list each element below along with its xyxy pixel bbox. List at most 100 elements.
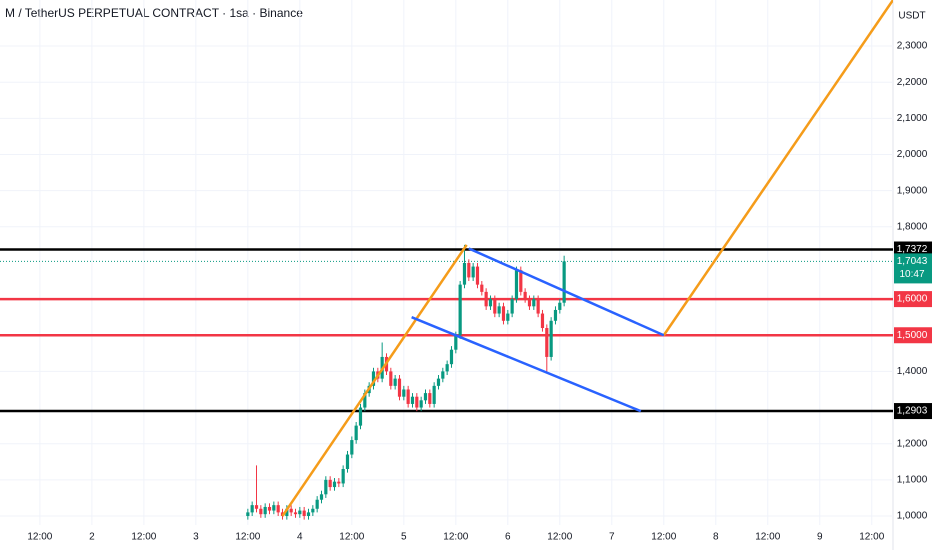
countdown-label: 10:47	[899, 269, 924, 280]
level-label-box	[894, 291, 932, 308]
candle-body	[523, 291, 527, 300]
level-label: 1,2903	[897, 406, 928, 417]
x-tick-label: 12:00	[235, 532, 260, 543]
candle-body	[527, 299, 532, 307]
candle-body	[423, 393, 428, 401]
x-tick-label: 9	[817, 532, 823, 543]
candle-body	[415, 396, 419, 408]
candle-body	[246, 512, 250, 516]
y-tick-label: 2,1000	[897, 113, 928, 124]
x-tick-label: 12:00	[755, 532, 780, 543]
candle-body	[562, 261, 566, 303]
chart-title: M / TetherUS PERPETUAL CONTRACT · 1sa · …	[5, 6, 303, 20]
candle-body	[436, 378, 441, 386]
y-tick-label: 1,2000	[897, 438, 928, 449]
trend-line	[411, 316, 642, 413]
y-tick-label: 1,8000	[897, 221, 928, 232]
candle-body	[298, 510, 302, 515]
x-tick-label: 5	[401, 532, 407, 543]
candle-body	[497, 306, 501, 314]
candle-body	[558, 302, 562, 310]
candle-body	[514, 270, 519, 300]
y-tick-label: 1,9000	[897, 185, 928, 196]
candle-body	[441, 371, 445, 379]
candle-body	[263, 506, 267, 515]
candle-body	[428, 393, 432, 404]
candle-body	[350, 440, 354, 455]
candle-body	[458, 284, 462, 336]
candle-body	[501, 306, 506, 321]
candle-body	[432, 385, 436, 404]
candle-body	[306, 512, 311, 516]
x-tick-label: 12:00	[651, 532, 676, 543]
candle-body	[467, 262, 471, 278]
y-tick-label: 1,4000	[897, 366, 928, 377]
candle-body	[406, 389, 410, 404]
candle-body	[553, 309, 558, 321]
candle-body	[389, 371, 393, 386]
candle-body	[545, 328, 549, 357]
x-tick-label: 12:00	[547, 532, 572, 543]
candle-body	[410, 396, 415, 404]
y-tick-label: 1,1000	[897, 474, 928, 485]
candle-body	[445, 364, 449, 372]
candle-body	[259, 508, 263, 515]
candle-body	[488, 299, 493, 307]
candle-body	[371, 371, 376, 386]
currency-label: USDT	[898, 11, 925, 22]
candle-body	[311, 508, 315, 513]
candle-body	[345, 454, 350, 470]
candle-body	[254, 505, 259, 509]
trend-line	[281, 244, 468, 517]
candle-body	[510, 299, 514, 314]
last-price-box	[894, 253, 932, 284]
candle-body	[341, 469, 345, 484]
level-label-box	[894, 327, 932, 344]
candle-body	[402, 389, 406, 397]
last-price-label: 1,7043	[897, 256, 928, 267]
candle-body	[506, 313, 510, 321]
x-tick-label: 3	[193, 532, 199, 543]
x-tick-label: 12:00	[131, 532, 156, 543]
x-tick-label: 2	[89, 532, 95, 543]
level-label-box	[894, 403, 932, 420]
candle-body	[493, 299, 497, 314]
candle-body	[480, 284, 484, 292]
y-tick-label: 2,3000	[897, 41, 928, 52]
x-tick-label: 12:00	[443, 532, 468, 543]
candle-body	[462, 262, 467, 285]
candle-body	[285, 508, 289, 516]
x-tick-label: 6	[505, 532, 511, 543]
candle-body	[484, 291, 488, 307]
candle-body	[475, 266, 480, 285]
candle-body	[449, 349, 454, 365]
level-label: 1,6000	[897, 294, 928, 305]
candle-body	[267, 506, 272, 511]
candle-body	[397, 378, 402, 397]
candle-body	[293, 512, 298, 515]
y-tick-label: 2,0000	[897, 149, 928, 160]
candle-body	[363, 393, 367, 408]
candle-body	[324, 479, 328, 495]
trend-line	[662, 0, 893, 336]
candle-body	[419, 400, 423, 408]
candle-body	[536, 299, 540, 314]
candle-body	[454, 335, 458, 350]
x-tick-label: 12:00	[27, 532, 52, 543]
candle-body	[540, 313, 545, 329]
candle-body	[250, 505, 254, 513]
candle-body	[272, 505, 276, 511]
x-tick-label: 12:00	[859, 532, 884, 543]
candle-body	[471, 266, 475, 278]
candle-body	[328, 479, 332, 488]
candle-body	[276, 505, 280, 513]
candle-body	[393, 378, 397, 386]
x-tick-label: 8	[713, 532, 719, 543]
level-label: 1,5000	[897, 330, 928, 341]
candle-body	[519, 270, 523, 292]
candle-body	[354, 425, 358, 441]
candle-body	[319, 494, 324, 500]
x-tick-label: 7	[609, 532, 615, 543]
level-label: 1,7372	[897, 244, 928, 255]
candle-body	[315, 499, 319, 509]
